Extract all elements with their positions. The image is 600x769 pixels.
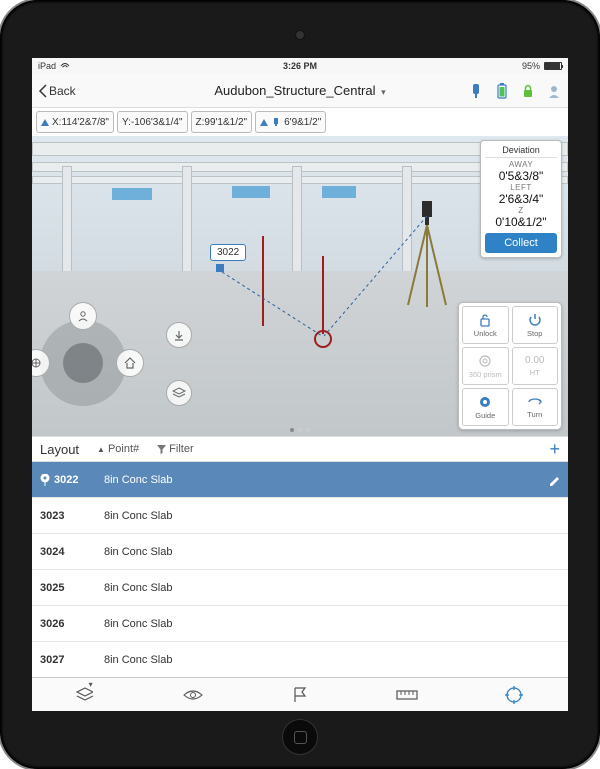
battery-pct: 95%	[522, 61, 540, 71]
triangle-icon	[41, 119, 49, 126]
point-row[interactable]: 3022 8in Conc Slab	[32, 462, 568, 498]
wifi-icon	[60, 62, 70, 70]
project-title-dropdown[interactable]: Audubon_Structure_Central ▾	[214, 83, 385, 98]
stop-icon	[528, 313, 542, 327]
flag-tab[interactable]	[289, 684, 311, 706]
point-number: 3025	[40, 582, 90, 594]
chevron-down-icon: ▾	[381, 87, 386, 97]
prism-button[interactable]: 360 prism	[462, 347, 509, 385]
coord-x-value: X:114'2&7/8"	[52, 117, 109, 128]
edit-icon[interactable]	[548, 474, 560, 486]
point-row[interactable]: 3024 8in Conc Slab	[32, 534, 568, 570]
joystick-home-button[interactable]	[116, 349, 144, 377]
bottom-toolbar: ▾	[32, 677, 568, 711]
coord-dist[interactable]: 6'9&1/2"	[255, 111, 326, 133]
filter-icon	[157, 445, 166, 454]
screen: iPad 3:26 PM 95% Back Audubon_Structure_…	[32, 58, 568, 711]
point-description: 8in Conc Slab	[104, 474, 534, 486]
coord-z-value: Z:99'1&1/2"	[196, 117, 248, 128]
point-description: 8in Conc Slab	[104, 618, 560, 630]
coord-x[interactable]: X:114'2&7/8"	[36, 111, 114, 133]
layers-button[interactable]	[166, 380, 192, 406]
prism-label: 360 prism	[469, 370, 502, 379]
sort-button[interactable]: ▲ Point#	[97, 443, 139, 455]
user-icon[interactable]	[546, 83, 562, 99]
guide-label: Guide	[475, 411, 495, 420]
ipad-frame: iPad 3:26 PM 95% Back Audubon_Structure_…	[0, 0, 600, 769]
point-number: 3026	[40, 618, 90, 630]
sort-label: Point#	[108, 443, 139, 455]
point-row[interactable]: 3027 8in Conc Slab	[32, 642, 568, 677]
point-description: 8in Conc Slab	[104, 654, 560, 666]
app-navbar: Back Audubon_Structure_Central ▾	[32, 74, 568, 108]
back-button[interactable]: Back	[38, 84, 76, 98]
carrier-label: iPad	[38, 61, 56, 71]
filter-button[interactable]: Filter	[157, 443, 193, 455]
unlock-icon	[478, 313, 492, 327]
turn-label: Turn	[527, 410, 542, 419]
turn-button[interactable]: Turn	[512, 388, 559, 426]
point-row[interactable]: 3025 8in Conc Slab	[32, 570, 568, 606]
instrument-small-icon	[271, 117, 281, 127]
project-title: Audubon_Structure_Central	[214, 83, 375, 98]
guide-button[interactable]: Guide	[462, 388, 509, 426]
point-number: 3023	[40, 510, 90, 522]
unlock-button[interactable]: Unlock	[462, 306, 509, 344]
point-description: 8in Conc Slab	[104, 510, 560, 522]
point-row[interactable]: 3023 8in Conc Slab	[32, 498, 568, 534]
prism-icon	[478, 354, 492, 368]
ios-statusbar: iPad 3:26 PM 95%	[32, 58, 568, 74]
filter-label: Filter	[169, 443, 193, 455]
add-point-button[interactable]: +	[549, 439, 560, 460]
sort-icon: ▲	[97, 445, 105, 454]
home-button[interactable]	[282, 719, 318, 755]
unlock-label: Unlock	[474, 329, 497, 338]
ht-value: 0.00	[525, 355, 544, 366]
point-number: 3024	[40, 546, 90, 558]
point-list[interactable]: 3022 8in Conc Slab 3023 8in Conc Slab 3024 8i…	[32, 462, 568, 677]
point-description: 8in Conc Slab	[104, 546, 560, 558]
pin-icon	[40, 474, 50, 486]
coordinate-bar: X:114'2&7/8" Y:-106'3&1/4" Z:99'1&1/2" 6…	[32, 108, 568, 136]
coord-z[interactable]: Z:99'1&1/2"	[191, 111, 253, 133]
coord-y[interactable]: Y:-106'3&1/4"	[117, 111, 188, 133]
download-button[interactable]	[166, 322, 192, 348]
view-joystick[interactable]	[40, 320, 126, 406]
instrument-icon[interactable]	[468, 83, 484, 99]
layers-tab[interactable]: ▾	[75, 684, 97, 706]
battery-status-icon[interactable]	[494, 83, 510, 99]
turn-icon	[527, 396, 543, 408]
lock-icon[interactable]	[520, 83, 536, 99]
target-tab[interactable]	[503, 684, 525, 706]
point-number: 3022	[40, 474, 90, 486]
chevron-left-icon	[38, 84, 47, 98]
ht-label: HT	[530, 368, 540, 377]
point-row[interactable]: 3026 8in Conc Slab	[32, 606, 568, 642]
coord-dist-value: 6'9&1/2"	[284, 117, 321, 128]
coord-y-value: Y:-106'3&1/4"	[122, 117, 183, 128]
stop-label: Stop	[527, 329, 542, 338]
measure-tab[interactable]	[396, 684, 418, 706]
triangle-icon	[260, 119, 268, 126]
instrument-tools: Unlock Stop 360 prism 0.00 HT	[458, 302, 562, 430]
list-header: Layout ▲ Point# Filter +	[32, 436, 568, 462]
clock: 3:26 PM	[283, 61, 317, 71]
point-number: 3027	[40, 654, 90, 666]
battery-icon	[544, 62, 562, 70]
guide-icon	[478, 395, 492, 409]
stop-button[interactable]: Stop	[512, 306, 559, 344]
point-description: 8in Conc Slab	[104, 582, 560, 594]
joystick-person-button[interactable]	[69, 302, 97, 330]
model-viewport[interactable]: Deviation AWAY0'5&3/8" LEFT2'6&3/4" Z0'1…	[32, 136, 568, 436]
ht-button[interactable]: 0.00 HT	[512, 347, 559, 385]
visibility-tab[interactable]	[182, 684, 204, 706]
list-title: Layout	[40, 442, 79, 457]
page-indicator	[290, 428, 310, 432]
back-label: Back	[49, 84, 76, 98]
